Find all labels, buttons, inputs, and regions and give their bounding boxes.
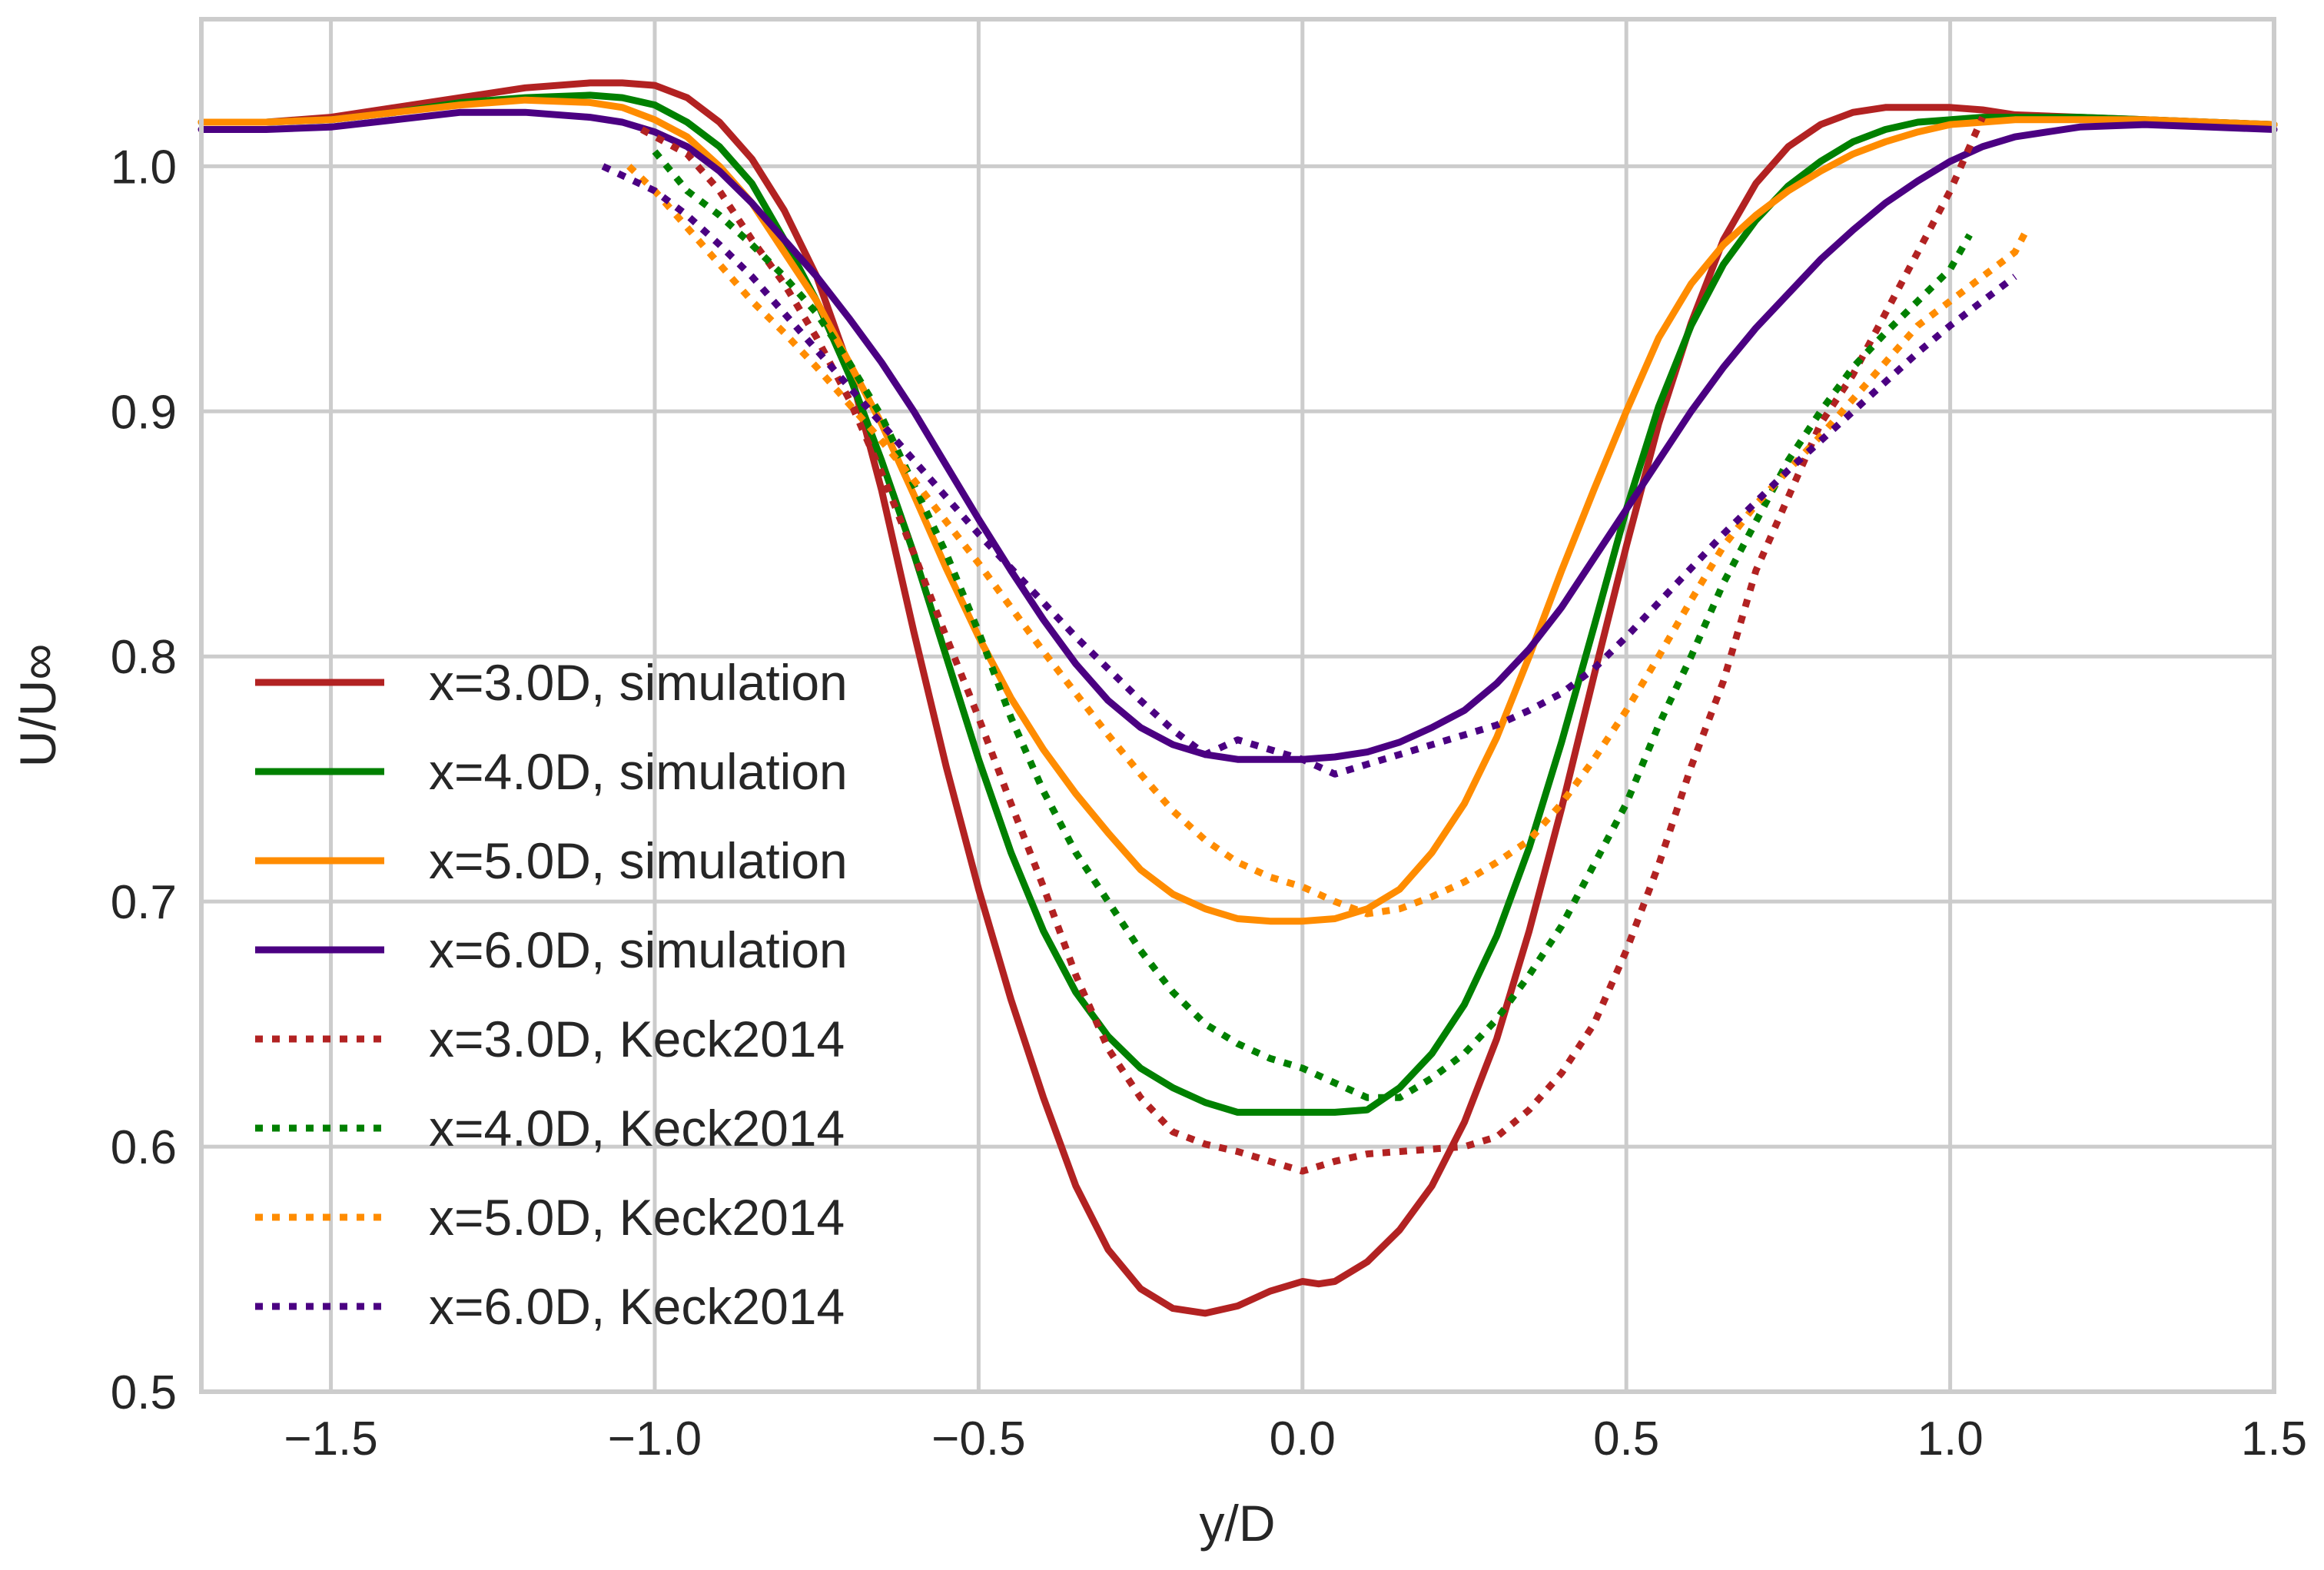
x-tick-label: 0.5 [1593, 1412, 1659, 1465]
legend-label: x=4.0D, simulation [429, 743, 848, 800]
legend-label: x=3.0D, simulation [429, 654, 848, 711]
x-tick-label: 1.0 [1917, 1412, 1983, 1465]
legend-label: x=5.0D, simulation [429, 832, 848, 889]
legend: x=3.0D, simulation x=4.0D, simulation x=5.… [255, 654, 848, 1335]
x-axis-ticks: −1.5 −1.0 −0.5 0.0 0.5 1.0 1.5 [284, 1412, 2307, 1465]
series-line-3 [198, 96, 2278, 925]
x-tick-label: −0.5 [931, 1412, 1025, 1465]
y-axis-ticks: 0.5 0.6 0.7 0.8 0.9 1.0 [111, 141, 177, 1419]
y-tick-label: 0.8 [111, 631, 177, 684]
y-tick-label: 1.0 [111, 141, 177, 194]
y-tick-label: 0.5 [111, 1366, 177, 1419]
x-tick-label: −1.0 [608, 1412, 702, 1465]
y-tick-label: 0.7 [111, 876, 177, 929]
x-tick-label: 1.5 [2241, 1412, 2307, 1465]
x-tick-label: −1.5 [284, 1412, 377, 1465]
legend-label: x=6.0D, Keck2014 [429, 1278, 845, 1335]
series-line-8 [601, 163, 2017, 778]
series-line-6 [652, 149, 1973, 1101]
plot-frame [199, 17, 2276, 1394]
legend-label: x=4.0D, Keck2014 [429, 1100, 845, 1157]
series-layer [198, 79, 2278, 1317]
legend-label: x=3.0D, Keck2014 [429, 1011, 845, 1067]
series-line-4 [198, 108, 2278, 763]
legend-label: x=6.0D, simulation [429, 921, 848, 978]
x-tick-label: 0.0 [1270, 1412, 1336, 1465]
y-tick-label: 0.6 [111, 1121, 177, 1174]
series-line-2 [198, 91, 2278, 1116]
legend-label: x=5.0D, Keck2014 [429, 1189, 845, 1246]
series-line-5 [639, 115, 1986, 1175]
y-tick-label: 0.9 [111, 386, 177, 439]
series-line-1 [198, 79, 2278, 1317]
x-axis-label: y/D [1200, 1495, 1276, 1552]
grid [201, 19, 2276, 1394]
y-axis-label: U/U∞ [9, 644, 66, 768]
